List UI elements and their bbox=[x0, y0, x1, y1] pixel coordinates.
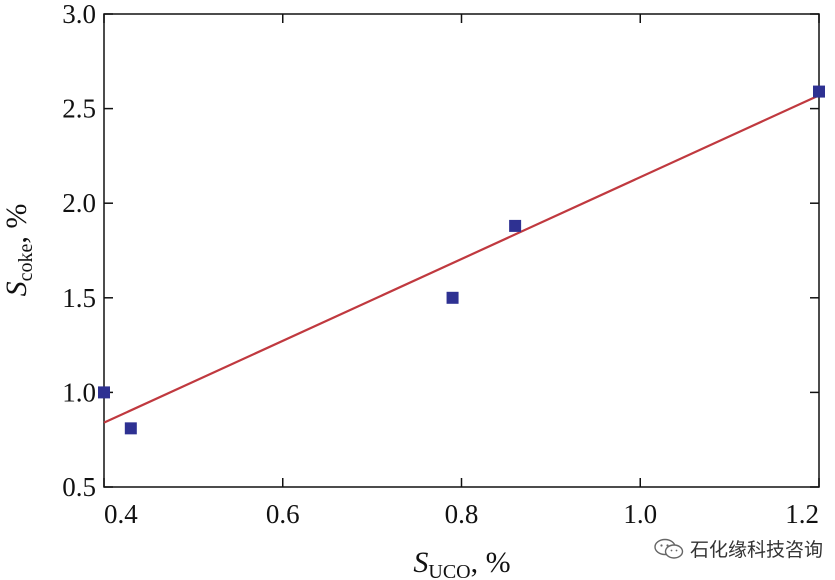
y-tick-label: 2.5 bbox=[62, 94, 96, 124]
data-point bbox=[124, 422, 137, 435]
regression-line bbox=[103, 94, 820, 424]
data-point bbox=[813, 85, 825, 98]
x-tick-label: 0.4 bbox=[104, 499, 138, 529]
x-tick-label: 0.8 bbox=[445, 499, 479, 529]
x-tick-label: 1.0 bbox=[623, 499, 657, 529]
y-axis-label-suffix: , % bbox=[0, 204, 33, 244]
x-axis-label-suffix: , % bbox=[471, 546, 511, 579]
y-tick-label: 1.5 bbox=[62, 283, 96, 313]
watermark: 石化缘科技咨询 bbox=[654, 535, 823, 562]
y-tick-label: 1.0 bbox=[62, 377, 96, 407]
plot-frame bbox=[103, 13, 820, 488]
x-tick-label: 0.6 bbox=[266, 499, 300, 529]
data-point bbox=[446, 291, 459, 304]
x-axis-ticks: 0.4 0.6 0.8 1.0 1.2 bbox=[103, 14, 820, 529]
data-point bbox=[98, 386, 110, 399]
y-axis-label: Scoke, % bbox=[0, 204, 37, 297]
fit-lines bbox=[103, 94, 820, 424]
data-points bbox=[98, 85, 825, 435]
data-point bbox=[509, 219, 522, 232]
y-tick-label: 2.0 bbox=[62, 188, 96, 218]
x-axis-label-symbol: S bbox=[413, 546, 428, 579]
y-tick-label: 0.5 bbox=[62, 472, 96, 502]
x-tick-label: 1.2 bbox=[785, 499, 819, 529]
y-axis-label-subscript: coke bbox=[15, 244, 37, 282]
watermark-text: 石化缘科技咨询 bbox=[689, 539, 823, 561]
wechat-icon bbox=[654, 538, 684, 559]
y-axis-ticks: 0.5 1.0 1.5 2.0 2.5 3.0 bbox=[62, 0, 819, 502]
x-axis-label-subscript: UCO bbox=[428, 561, 470, 580]
y-tick-label: 3.0 bbox=[62, 0, 96, 29]
x-axis-label: SUCO, % bbox=[413, 546, 510, 580]
y-axis-label-symbol: S bbox=[0, 281, 33, 296]
